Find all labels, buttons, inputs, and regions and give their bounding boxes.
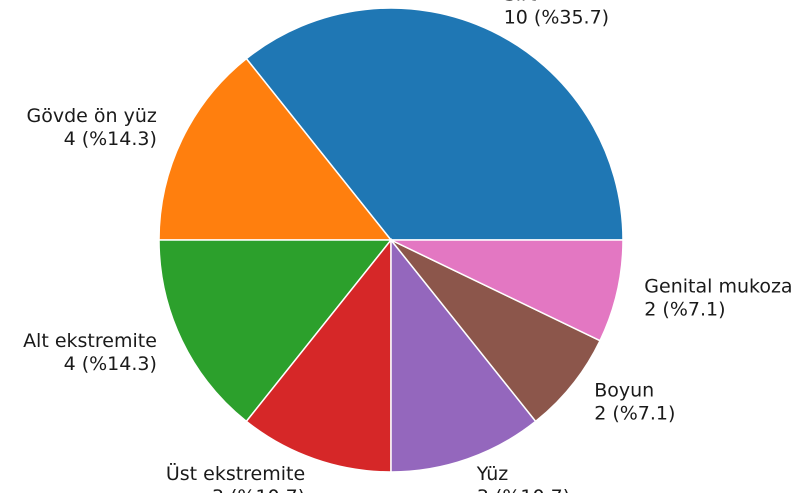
slice-label-ust-ekstremite: Üst ekstremite (166, 462, 305, 485)
slice-label-boyun: Boyun (594, 380, 654, 402)
pie-slice-govde-on-yuz (158, 57, 393, 241)
slice-value-label-govde-on-yuz: 4 (%14.3) (64, 128, 157, 150)
slice-value-label-yuz: 3 (%10.7) (477, 486, 570, 493)
slice-value-label-alt-ekstremite: 4 (%14.3) (64, 353, 157, 375)
pie-slice-yuz (390, 237, 537, 473)
slice-label-alt-ekstremite: Alt ekstremite (23, 330, 157, 352)
slice-value-label-genital-mukoza: 2 (%7.1) (644, 298, 725, 320)
pie-slice-boyun (390, 239, 602, 423)
slice-value-label-boyun: 2 (%7.1) (594, 403, 675, 425)
slice-label-govde-on-yuz: Gövde ön yüz (27, 105, 157, 127)
pie-slices (158, 7, 624, 473)
slice-label-yuz: Yüz (476, 463, 508, 485)
pie-slice-alt-ekstremite (158, 239, 393, 423)
pie-slice-genital-mukoza (390, 239, 624, 342)
slice-label-sirt: Sırt (504, 0, 537, 5)
pie-slice-ust-ekstremite (245, 237, 392, 473)
slice-label-genital-mukoza: Genital mukoza (644, 275, 792, 297)
slice-value-label-ust-ekstremite: 3 (%10.7) (212, 486, 305, 493)
slice-value-label-sirt: 10 (%35.7) (504, 6, 609, 28)
pie-slice-sirt (245, 7, 624, 241)
